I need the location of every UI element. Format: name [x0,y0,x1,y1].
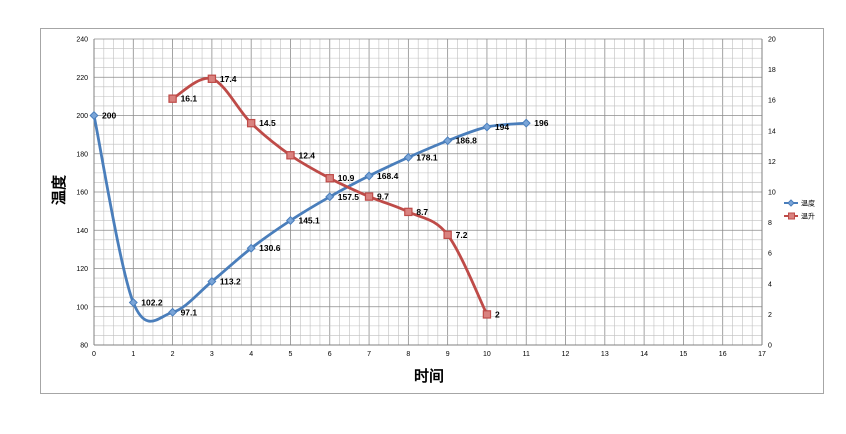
x-tick-label: 2 [171,351,175,358]
x-tick-label: 3 [210,351,214,358]
data-point-diamond [128,298,138,308]
legend-marker-square [788,212,795,220]
data-point-diamond [89,110,99,121]
x-tick-label: 13 [601,351,609,358]
data-point-square [404,207,413,217]
y-tick-label: 160 [76,190,88,197]
data-point-square [246,118,256,128]
legend-label: 温度 [801,199,815,208]
x-axis-title: 时间 [414,367,444,385]
data-point-square [286,151,295,160]
y2-tick-label: 0 [768,343,772,350]
x-tick-label: 1 [131,351,135,358]
data-label: 102.2 [141,298,163,308]
data-point-square [207,74,217,83]
y-tick-label: 100 [76,304,88,311]
x-tick-label: 16 [719,351,727,358]
data-label: 17.4 [220,74,237,84]
x-tick-label: 11 [523,351,530,358]
data-point-diamond [325,192,335,202]
data-label: 145.1 [298,215,320,225]
x-tick-label: 10 [483,351,491,358]
data-label: 16.1 [181,94,198,104]
data-point-diamond [285,215,295,226]
x-tick-label: 6 [328,351,332,358]
y-axis-title: 温度 [50,174,68,205]
y2-tick-label: 18 [768,67,776,74]
data-point-diamond [482,122,492,132]
data-point-square [443,230,452,240]
data-point-square [364,192,374,201]
data-label: 113.2 [220,277,241,287]
y-tick-label: 80 [80,343,88,350]
y-tick-label: 200 [76,113,88,120]
y2-tick-label: 4 [768,281,772,288]
x-tick-label: 15 [680,351,688,358]
x-tick-label: 12 [562,351,570,358]
data-point-diamond [364,171,374,181]
x-tick-label: 9 [446,351,450,358]
y2-tick-label: 20 [768,37,776,44]
x-tick-label: 0 [92,351,96,358]
data-point-diamond [403,152,413,162]
data-label: 97.1 [181,307,198,317]
y2-tick-label: 6 [768,251,772,258]
data-label: 200 [102,111,116,121]
data-label: 14.5 [259,118,276,128]
y2-tick-label: 10 [768,190,776,197]
axes: 0 1 2 3 4 5 6 7 8 9 10 11 12 13 14 15 16 1780100120140160… [76,37,776,359]
data-label: 2 [495,309,500,319]
x-tick-label: 8 [406,351,410,358]
data-point-square [482,310,492,319]
data-point-diamond [443,136,453,146]
data-label: 9.7 [377,192,389,202]
data-label: 194 [495,122,509,132]
x-tick-label: 5 [289,351,293,358]
data-point-square [325,174,334,183]
data-label: 130.6 [259,243,281,253]
data-label: 7.2 [456,230,468,240]
data-label: 12.4 [298,150,315,160]
data-point-diamond [207,276,217,287]
x-tick-label: 14 [640,351,648,358]
x-tick-label: 4 [249,351,253,358]
y2-tick-label: 16 [768,98,776,105]
x-tick-label: 7 [367,351,371,358]
data-label: 168.4 [377,171,399,181]
data-labels: 200 102.2 97.1 113.2 130.6 145.1 157.5 168.4 178… [102,74,549,320]
y-tick-label: 180 [76,151,88,158]
data-point-diamond [246,243,256,253]
data-label: 8.7 [416,207,428,217]
plot-series [89,74,531,323]
y2-tick-label: 2 [768,312,772,319]
data-label: 157.5 [338,192,360,202]
legend-marker-diamond [787,199,795,207]
data-label: 186.8 [456,136,478,146]
y-tick-label: 220 [76,75,88,82]
data-label: 196 [534,118,548,128]
data-point-diamond [521,118,531,128]
data-label: 10.9 [338,173,355,183]
legend-label: 温升 [801,212,815,221]
data-point-square [168,94,177,103]
data-label: 178.1 [416,152,438,162]
y-tick-label: 120 [76,266,88,273]
y-tick-label: 140 [76,228,88,235]
y2-tick-label: 14 [768,128,776,135]
y-tick-label: 240 [76,37,88,44]
x-tick-label: 17 [758,351,766,358]
data-point-diamond [168,307,178,317]
y2-tick-label: 8 [768,220,772,227]
y2-tick-label: 12 [768,159,776,166]
